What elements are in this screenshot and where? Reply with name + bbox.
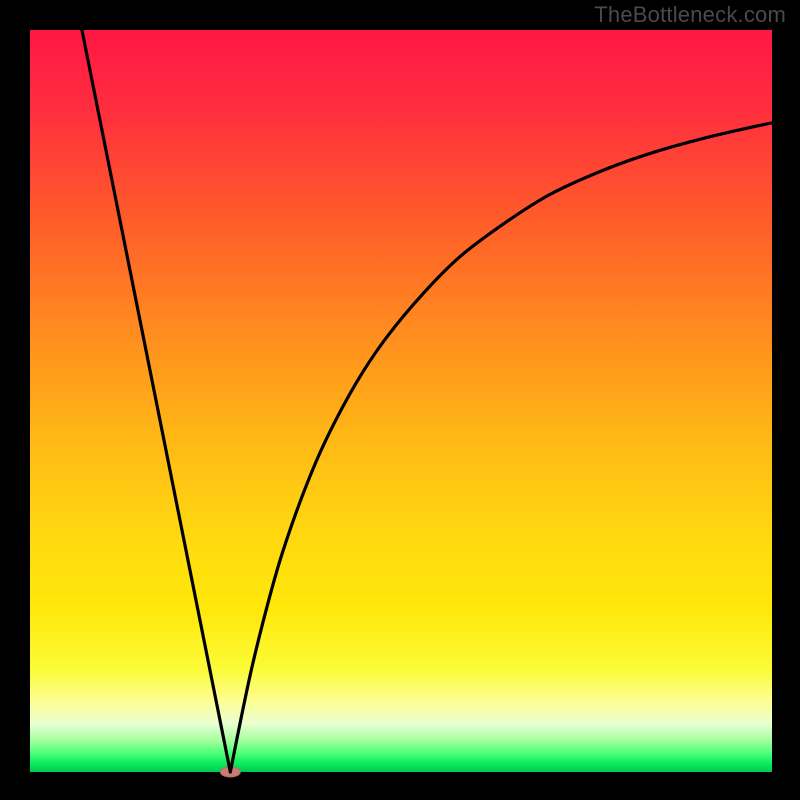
chart-container: TheBottleneck.com: [0, 0, 800, 800]
bottleneck-chart: [0, 0, 800, 800]
watermark-text: TheBottleneck.com: [594, 2, 786, 28]
plot-background: [30, 30, 772, 772]
